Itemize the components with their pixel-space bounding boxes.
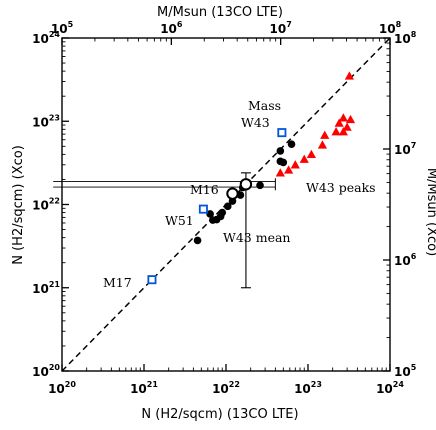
top-tick-label: 107 [270, 20, 292, 36]
left-tick-label: 1024 [32, 30, 60, 46]
data-point-open-circle [239, 178, 253, 191]
data-point-open-circle [226, 187, 239, 200]
bottom-tick-label: 1020 [48, 380, 76, 396]
left-tick-label: 1020 [32, 363, 60, 379]
right-y-axis-title: M/Msun (Xco) [424, 168, 436, 256]
data-point-filled-circle [206, 210, 214, 218]
data-point-triangle [320, 130, 330, 139]
data-point-filled-circle [276, 147, 285, 155]
left-y-axis-title: N (H2/sqcm) (Xco) [11, 145, 26, 265]
data-point-filled-circle [256, 181, 264, 190]
data-point-filled-circle [287, 140, 296, 149]
data-point-open-square [198, 204, 208, 214]
data-point-triangle [334, 118, 344, 127]
annotation-w43-mean: W43 mean [223, 230, 290, 245]
top-tick-label: 108 [379, 20, 402, 36]
data-point-filled-circle [276, 157, 285, 166]
data-point-triangle [299, 154, 309, 163]
data-point-filled-circle [193, 236, 202, 245]
data-point-triangle [345, 114, 356, 124]
data-point-triangle [275, 168, 285, 177]
top-x-axis-title: M/Msun (13CO LTE) [157, 5, 283, 20]
annotation-w43: W43 [241, 115, 270, 130]
data-point-triangle [290, 160, 300, 169]
annotation-w43-peaks: W43 peaks [306, 180, 376, 195]
data-point-triangle [342, 122, 352, 131]
bottom-x-axis-title: N (H2/sqcm) (13CO LTE) [141, 407, 298, 422]
annotation-m17: M17 [103, 275, 132, 290]
error-bar-layer [53, 172, 276, 289]
right-tick-label: 105 [394, 363, 417, 379]
data-point-open-square [277, 128, 287, 138]
data-point-triangle [331, 127, 341, 136]
top-tick-label: 106 [160, 20, 183, 36]
data-point-open-square [147, 275, 157, 285]
left-tick-label: 1022 [32, 197, 60, 213]
data-point-triangle [338, 127, 348, 136]
data-point-filled-circle [223, 202, 232, 211]
left-tick-label: 1021 [32, 280, 60, 296]
bottom-tick-label: 1021 [130, 380, 158, 396]
data-point-filled-circle [208, 216, 217, 224]
annotation-mass: Mass [248, 98, 281, 113]
data-point-triangle [306, 149, 316, 159]
top-tick-label: 105 [51, 20, 74, 36]
annotation-m16: M16 [190, 182, 219, 197]
ticks-layer [61, 37, 391, 372]
data-point-triangle [317, 140, 328, 149]
right-tick-label: 108 [394, 30, 417, 46]
left-tick-label: 1023 [32, 113, 60, 129]
bottom-tick-label: 1024 [376, 380, 404, 396]
data-point-triangle [284, 165, 294, 174]
data-point-triangle [344, 71, 355, 80]
right-tick-label: 107 [394, 141, 416, 157]
right-tick-label: 106 [394, 252, 417, 268]
bottom-tick-label: 1023 [294, 380, 322, 396]
points-layer [147, 71, 356, 285]
annotation-w51: W51 [165, 213, 194, 228]
bottom-tick-label: 1022 [212, 380, 240, 396]
data-point-triangle [338, 113, 348, 122]
